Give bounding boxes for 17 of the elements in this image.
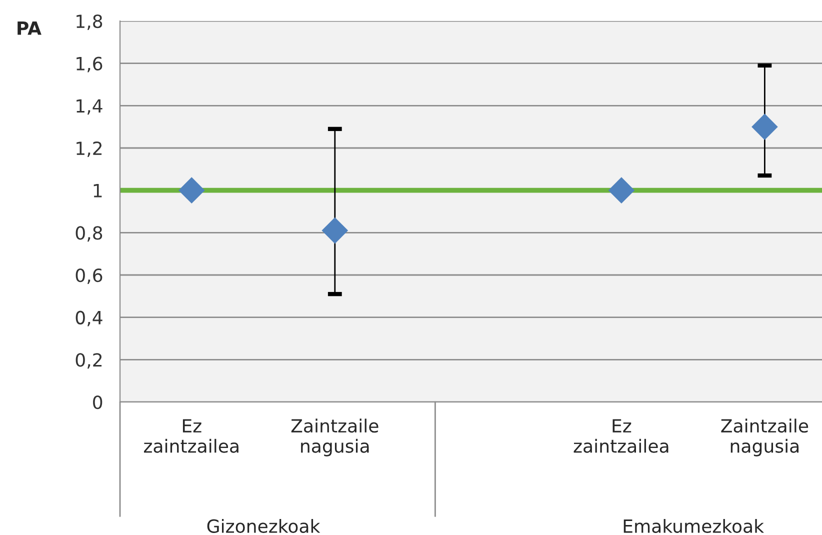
text: Emakumezkoak	[624, 518, 764, 533]
text: Gizonezkoak	[207, 518, 320, 533]
y-tick-label: 0,2	[76, 353, 102, 369]
x-tick-label: Ez zaintzailea	[144, 419, 238, 453]
y-tick-label: 0	[93, 395, 102, 410]
x-tick-label: Ez zaintzailea	[574, 419, 668, 453]
y-tick-label: 1,6	[76, 56, 102, 72]
y-tick-label: 1	[94, 184, 102, 198]
x-tick-label: Zaintzaile nagusia	[721, 418, 808, 456]
y-tick-label: 0,8	[76, 226, 102, 242]
y-tick-label: 0,6	[76, 268, 102, 284]
x-tick-label: Zaintzaile nagusia	[291, 418, 378, 456]
y-axis-title: PA	[18, 22, 42, 35]
y-tick-label: 0,4	[76, 310, 102, 326]
y-tick-label: 1,4	[76, 99, 102, 115]
y-tick-label: 1,8	[76, 14, 102, 30]
y-tick-label: 1,2	[76, 141, 102, 157]
